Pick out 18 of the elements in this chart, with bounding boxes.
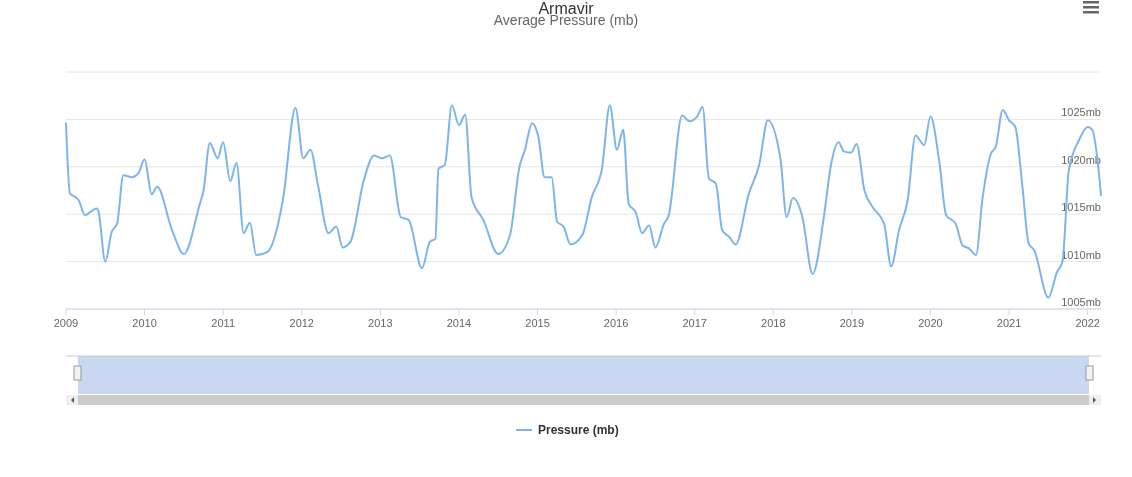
x-tick-label: 2020 bbox=[918, 317, 943, 329]
x-tick-label: 2022 bbox=[1075, 317, 1100, 329]
x-tick-label: 2016 bbox=[603, 317, 629, 329]
y-tick-label: 1025mb bbox=[1061, 106, 1101, 119]
y-tick-label: 1005mb bbox=[1061, 296, 1101, 308]
x-tick-label: 2011 bbox=[211, 317, 235, 329]
x-tick-label: 2018 bbox=[761, 317, 786, 329]
x-tick-label: 2013 bbox=[368, 317, 393, 329]
legend-label: Pressure (mb) bbox=[538, 423, 619, 437]
x-tick-label: 2015 bbox=[525, 317, 550, 329]
x-tick-label: 2021 bbox=[996, 317, 1022, 329]
x-tick-label: 2014 bbox=[446, 317, 472, 329]
chart-title: Armavir bbox=[538, 0, 595, 17]
x-tick-label: 2017 bbox=[682, 317, 707, 329]
x-tick-label: 2019 bbox=[839, 317, 865, 329]
x-tick-label: 2009 bbox=[53, 317, 79, 329]
x-tick-label: 2012 bbox=[289, 317, 315, 329]
x-tick-label: 2010 bbox=[132, 317, 157, 329]
